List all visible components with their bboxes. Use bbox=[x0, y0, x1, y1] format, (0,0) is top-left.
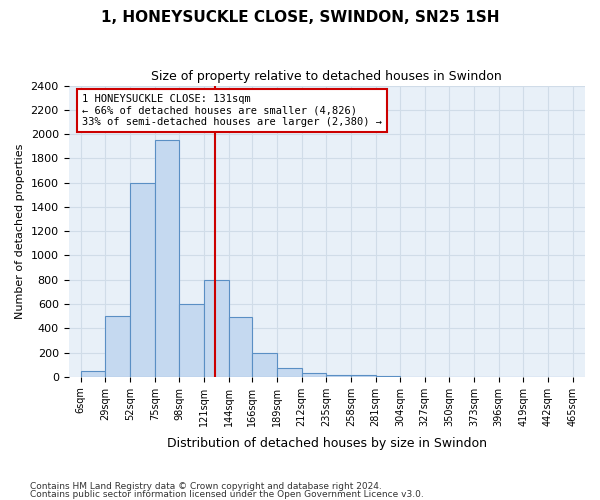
Bar bbox=[351, 375, 376, 377]
Bar bbox=[302, 373, 326, 377]
Bar bbox=[179, 304, 204, 377]
X-axis label: Distribution of detached houses by size in Swindon: Distribution of detached houses by size … bbox=[167, 437, 487, 450]
Bar bbox=[326, 375, 351, 377]
Bar bbox=[130, 182, 155, 377]
Bar bbox=[376, 376, 400, 377]
Text: 1, HONEYSUCKLE CLOSE, SWINDON, SN25 1SH: 1, HONEYSUCKLE CLOSE, SWINDON, SN25 1SH bbox=[101, 10, 499, 25]
Title: Size of property relative to detached houses in Swindon: Size of property relative to detached ho… bbox=[151, 70, 502, 83]
Bar bbox=[204, 280, 229, 377]
Bar bbox=[229, 318, 252, 377]
Bar bbox=[81, 370, 106, 377]
Bar bbox=[277, 368, 302, 377]
Bar bbox=[252, 352, 277, 377]
Bar bbox=[155, 140, 179, 377]
Text: 1 HONEYSUCKLE CLOSE: 131sqm
← 66% of detached houses are smaller (4,826)
33% of : 1 HONEYSUCKLE CLOSE: 131sqm ← 66% of det… bbox=[82, 94, 382, 127]
Y-axis label: Number of detached properties: Number of detached properties bbox=[15, 144, 25, 319]
Bar bbox=[106, 316, 130, 377]
Text: Contains HM Land Registry data © Crown copyright and database right 2024.: Contains HM Land Registry data © Crown c… bbox=[30, 482, 382, 491]
Text: Contains public sector information licensed under the Open Government Licence v3: Contains public sector information licen… bbox=[30, 490, 424, 499]
